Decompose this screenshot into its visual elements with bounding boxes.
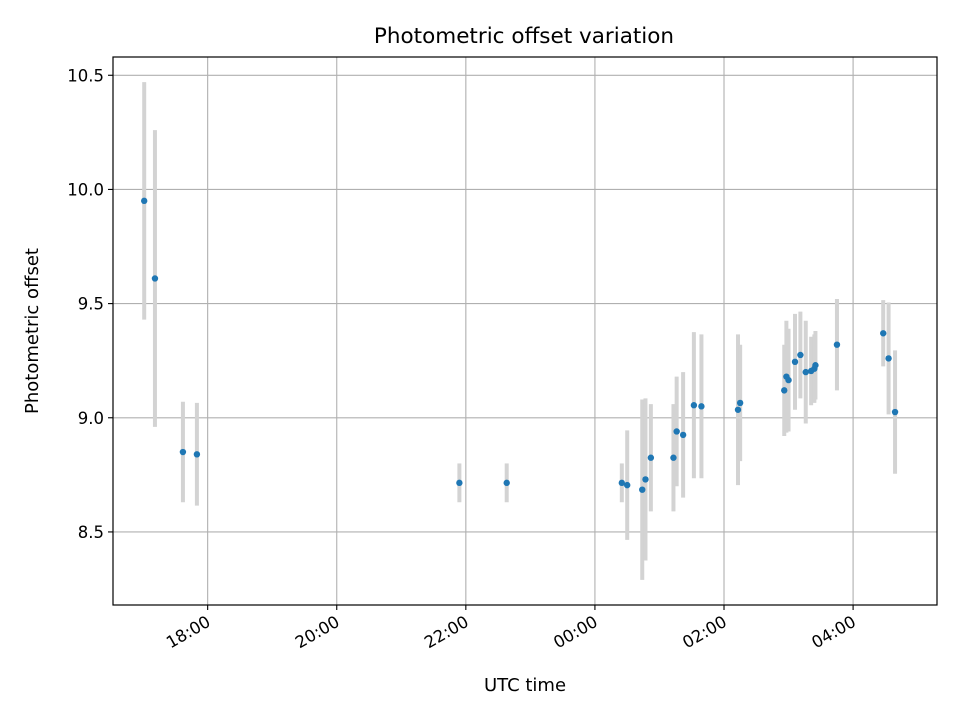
data-point xyxy=(736,399,744,407)
x-tick-label: 20:00 xyxy=(292,612,343,652)
data-point xyxy=(690,402,698,409)
data-point xyxy=(698,403,705,410)
data-point xyxy=(670,454,677,461)
data-point xyxy=(679,431,687,439)
data-point xyxy=(623,481,631,489)
data-point xyxy=(642,476,649,483)
data-point xyxy=(797,351,804,359)
data-point xyxy=(785,376,792,384)
y-tick-label: 10.5 xyxy=(67,66,104,85)
y-tick-label: 9.5 xyxy=(78,295,104,314)
data-point xyxy=(179,448,187,456)
chart-title: Photometric offset variation xyxy=(374,24,674,49)
data-points xyxy=(140,197,899,493)
x-tick-label: 22:00 xyxy=(421,612,472,652)
data-point xyxy=(833,341,841,348)
x-tick-label: 04:00 xyxy=(808,612,859,652)
y-tick-label: 10.0 xyxy=(67,180,104,199)
data-point xyxy=(880,330,887,337)
data-point xyxy=(812,362,819,369)
data-point xyxy=(618,479,626,487)
x-axis-label: UTC time xyxy=(484,675,566,696)
data-point xyxy=(734,406,742,413)
x-tick-label: 18:00 xyxy=(163,612,214,652)
plot-area-frame xyxy=(112,56,938,606)
data-point xyxy=(193,451,201,458)
y-axis-label: Photometric offset xyxy=(22,248,43,414)
x-tick-label: 02:00 xyxy=(679,612,730,652)
data-point xyxy=(791,358,799,366)
x-tick-label: 00:00 xyxy=(550,612,601,652)
data-point xyxy=(639,486,646,493)
data-point xyxy=(647,454,655,461)
data-point xyxy=(891,408,899,416)
data-point xyxy=(456,479,463,487)
data-point xyxy=(802,368,809,376)
y-tick-label: 8.5 xyxy=(78,523,104,542)
data-point xyxy=(151,275,159,282)
data-point xyxy=(885,355,892,362)
data-point xyxy=(781,387,788,394)
error-bars xyxy=(142,82,898,580)
data-point xyxy=(673,428,680,435)
grid xyxy=(113,57,937,605)
data-point xyxy=(140,197,148,205)
y-tick-label: 9.0 xyxy=(78,409,104,428)
data-point xyxy=(503,479,510,487)
